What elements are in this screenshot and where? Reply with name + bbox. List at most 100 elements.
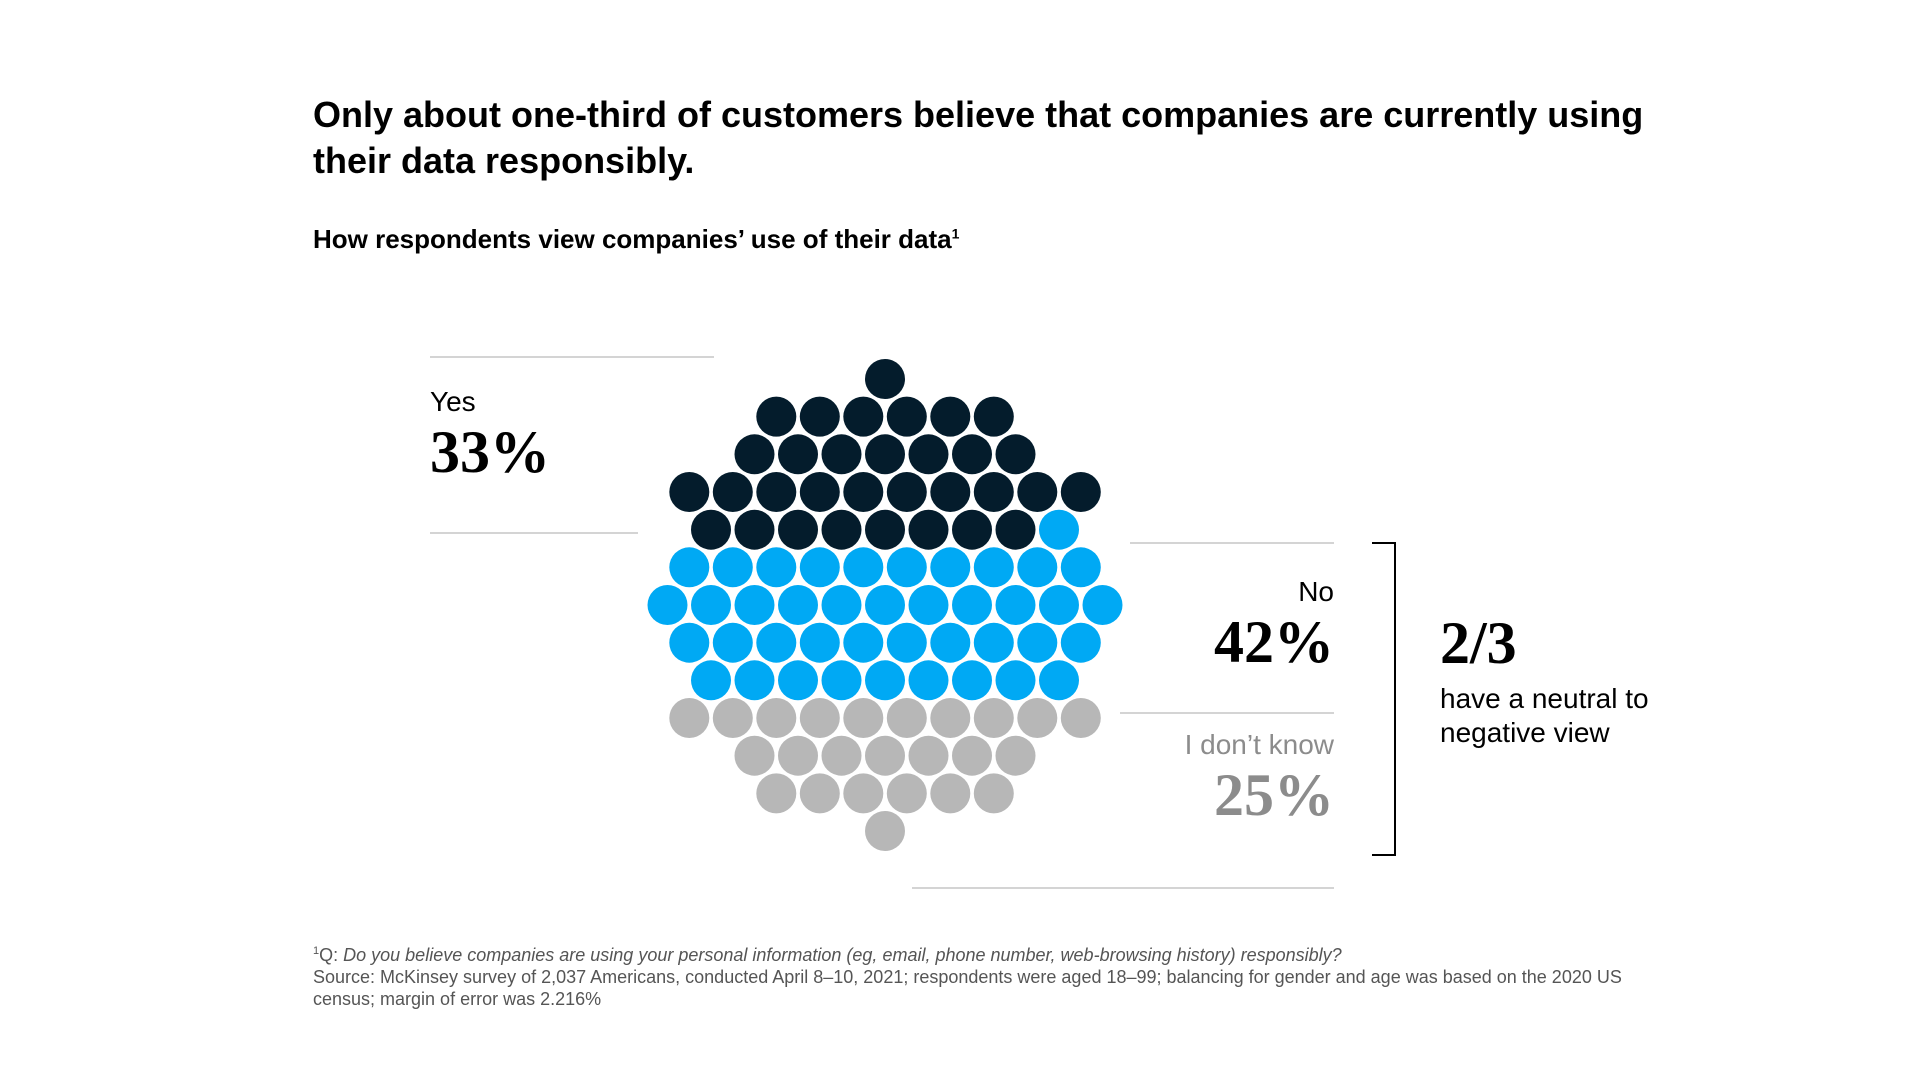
dot-no bbox=[1017, 547, 1058, 588]
summary-text: have a neutral to negative view bbox=[1440, 683, 1649, 748]
dot-no bbox=[952, 585, 992, 625]
no-label: No bbox=[1298, 576, 1334, 607]
dot-no bbox=[669, 547, 710, 588]
idk-label: I don’t know bbox=[1184, 729, 1334, 760]
dot-no bbox=[712, 622, 753, 663]
subtitle-footnote-marker: 1 bbox=[951, 225, 960, 242]
dot-yes bbox=[756, 472, 797, 512]
dot-i-don-t-know bbox=[778, 735, 818, 776]
dot-i-don-t-know bbox=[973, 773, 1014, 814]
dot-yes bbox=[691, 509, 731, 550]
dot-no bbox=[952, 660, 992, 701]
dot-no bbox=[1060, 622, 1101, 663]
dot-yes bbox=[995, 509, 1036, 550]
dot-i-don-t-know bbox=[865, 811, 905, 851]
dot-no bbox=[734, 660, 775, 701]
dot-yes bbox=[952, 509, 992, 550]
dot-i-don-t-know bbox=[930, 773, 971, 814]
dot-no bbox=[756, 547, 797, 588]
subtitle-text: How respondents view companies’ use of t… bbox=[313, 224, 952, 254]
idk-label-block: I don’t know 25% bbox=[1185, 728, 1334, 828]
dot-yes bbox=[799, 472, 840, 512]
dot-yes bbox=[799, 396, 840, 437]
chart-title: Only about one-third of customers believ… bbox=[313, 94, 1644, 181]
dot-no bbox=[778, 585, 818, 625]
dot-i-don-t-know bbox=[1060, 698, 1101, 738]
dot-yes bbox=[908, 434, 949, 475]
dot-i-don-t-know bbox=[843, 698, 884, 738]
chart-subtitle: How respondents view companies’ use of t… bbox=[313, 222, 959, 256]
no-label-block: No 42% bbox=[1214, 575, 1334, 675]
yes-value: 33% bbox=[430, 419, 550, 485]
dot-i-don-t-know bbox=[799, 698, 840, 738]
dot-i-don-t-know bbox=[973, 698, 1014, 738]
dot-i-don-t-know bbox=[821, 735, 862, 776]
dot-yes bbox=[778, 509, 818, 550]
dot-i-don-t-know bbox=[952, 735, 992, 776]
dot-i-don-t-know bbox=[995, 735, 1036, 776]
dot-yes bbox=[865, 359, 905, 399]
dot-yes bbox=[930, 396, 971, 437]
dot-i-don-t-know bbox=[734, 735, 775, 776]
dot-no bbox=[756, 622, 797, 663]
dot-no bbox=[799, 547, 840, 588]
footnote-marker: 1 bbox=[313, 945, 320, 957]
dot-no bbox=[1082, 585, 1123, 625]
dot-yes bbox=[865, 509, 905, 550]
dot-no bbox=[647, 585, 688, 625]
yes-label: Yes bbox=[430, 386, 476, 417]
dot-yes bbox=[734, 434, 775, 475]
dot-no bbox=[865, 660, 905, 701]
yes-label-block: Yes 33% bbox=[430, 385, 550, 485]
footnote-source: Source: McKinsey survey of 2,037 America… bbox=[313, 967, 1622, 1009]
dot-yes bbox=[778, 434, 818, 475]
dot-i-don-t-know bbox=[669, 698, 710, 738]
dot-no bbox=[1060, 547, 1101, 588]
chart-rules bbox=[430, 356, 1396, 889]
idk-value: 25% bbox=[1214, 762, 1334, 828]
dot-yes bbox=[865, 434, 905, 475]
dot-yes bbox=[669, 472, 710, 512]
dot-i-don-t-know bbox=[886, 698, 927, 738]
dot-i-don-t-know bbox=[908, 735, 949, 776]
dot-no bbox=[908, 585, 949, 625]
dot-yes bbox=[1017, 472, 1058, 512]
footnote-question-prefix: Q: bbox=[319, 945, 344, 965]
dot-no bbox=[843, 622, 884, 663]
dot-no bbox=[930, 622, 971, 663]
dot-no bbox=[995, 585, 1036, 625]
dot-yes bbox=[973, 472, 1014, 512]
footnote-question: 1Q: Do you believe companies are using y… bbox=[313, 940, 1673, 966]
dot-no bbox=[821, 585, 862, 625]
dot-no bbox=[886, 622, 927, 663]
dot-yes bbox=[973, 396, 1014, 437]
dot-yes bbox=[995, 434, 1036, 475]
dot-yes bbox=[712, 472, 753, 512]
dot-i-don-t-know bbox=[756, 698, 797, 738]
dot-yes bbox=[886, 396, 927, 437]
dot-no bbox=[778, 660, 818, 701]
dot-i-don-t-know bbox=[930, 698, 971, 738]
dot-no bbox=[930, 547, 971, 588]
dot-i-don-t-know bbox=[756, 773, 797, 814]
dot-i-don-t-know bbox=[799, 773, 840, 814]
dot-group bbox=[647, 359, 1123, 851]
dot-yes bbox=[908, 509, 949, 550]
dot-no bbox=[1017, 622, 1058, 663]
dot-yes bbox=[821, 434, 862, 475]
dot-yes bbox=[1060, 472, 1101, 512]
dot-no bbox=[734, 585, 775, 625]
dot-no bbox=[712, 547, 753, 588]
footnote-question-text: Do you believe companies are using your … bbox=[343, 945, 1342, 965]
dot-i-don-t-know bbox=[865, 735, 905, 776]
dot-yes bbox=[756, 396, 797, 437]
dot-no bbox=[691, 585, 731, 625]
dot-yes bbox=[886, 472, 927, 512]
no-value: 42% bbox=[1214, 609, 1334, 675]
dot-no bbox=[973, 622, 1014, 663]
dot-no bbox=[843, 547, 884, 588]
dot-yes bbox=[843, 472, 884, 512]
summary-bracket bbox=[1372, 542, 1396, 856]
dot-yes bbox=[734, 509, 775, 550]
